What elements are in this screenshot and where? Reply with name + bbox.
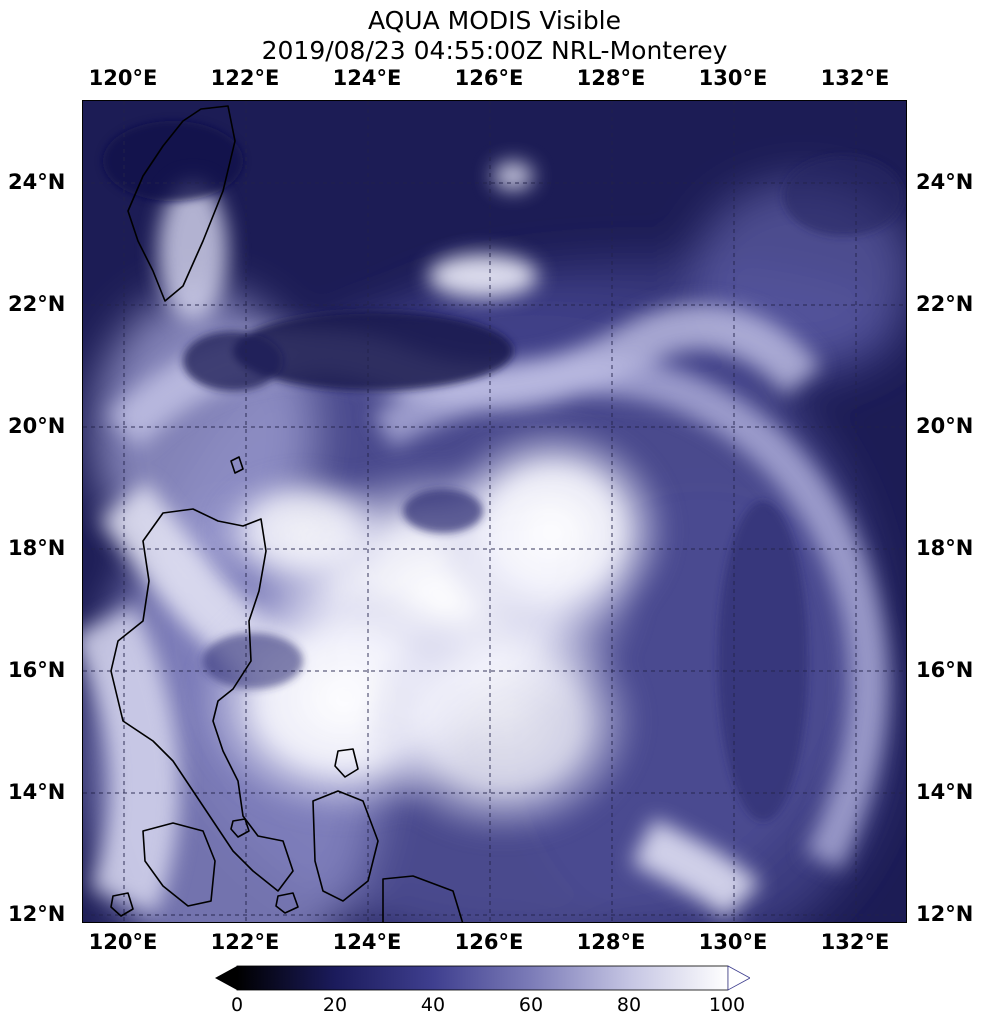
colorbar bbox=[215, 965, 750, 991]
satellite-image bbox=[83, 101, 906, 922]
luzon-coastline bbox=[110, 508, 294, 892]
gridlines bbox=[83, 101, 906, 922]
lat-label-left: 16°N bbox=[8, 658, 66, 682]
lat-label-right: 16°N bbox=[916, 658, 974, 682]
colorbar-extend-min bbox=[215, 966, 237, 990]
lon-label-top: 124°E bbox=[332, 66, 402, 90]
coastlines bbox=[110, 105, 464, 922]
lat-label-left: 12°N bbox=[8, 902, 66, 926]
lon-label-top: 130°E bbox=[698, 66, 768, 90]
colorbar-gradient bbox=[236, 965, 729, 991]
lon-label-bottom: 128°E bbox=[576, 930, 646, 954]
lon-label-top: 132°E bbox=[820, 66, 890, 90]
taiwan-coastline bbox=[127, 105, 236, 302]
lat-label-right: 20°N bbox=[916, 414, 974, 438]
lat-label-left: 22°N bbox=[8, 292, 66, 316]
lat-label-right: 12°N bbox=[916, 902, 974, 926]
lon-label-top: 128°E bbox=[576, 66, 646, 90]
lat-label-left: 20°N bbox=[8, 414, 66, 438]
lon-label-bottom: 132°E bbox=[820, 930, 890, 954]
colorbar-tick-label: 40 bbox=[420, 994, 446, 1016]
island-coastline bbox=[110, 892, 134, 917]
lat-label-right: 14°N bbox=[916, 780, 974, 804]
map-subtitle: 2019/08/23 04:55:00Z NRL-Monterey bbox=[261, 36, 728, 65]
map-title: AQUA MODIS Visible bbox=[367, 6, 622, 35]
lat-label-right: 22°N bbox=[916, 292, 974, 316]
clear-pockets bbox=[103, 121, 903, 821]
colorbar-tick-label: 0 bbox=[230, 994, 244, 1016]
lon-label-top: 120°E bbox=[88, 66, 158, 90]
colorbar-tick-label: 20 bbox=[322, 994, 348, 1016]
island-coastline bbox=[382, 875, 464, 922]
lon-label-bottom: 130°E bbox=[698, 930, 768, 954]
catanduanes-coastline bbox=[334, 748, 359, 778]
lon-label-top: 122°E bbox=[210, 66, 280, 90]
island-coastline bbox=[230, 456, 244, 474]
lon-label-bottom: 122°E bbox=[210, 930, 280, 954]
colorbar-tick-label: 100 bbox=[708, 994, 746, 1016]
colorbar-tick-label: 80 bbox=[616, 994, 642, 1016]
island-coastline bbox=[230, 818, 250, 838]
island-coastline bbox=[275, 892, 299, 914]
lat-label-right: 18°N bbox=[916, 536, 974, 560]
samar-coastline bbox=[312, 790, 379, 902]
lat-label-left: 24°N bbox=[8, 170, 66, 194]
lat-label-left: 18°N bbox=[8, 536, 66, 560]
typhoon-core bbox=[193, 421, 673, 841]
lon-label-bottom: 124°E bbox=[332, 930, 402, 954]
colorbar-extend-max bbox=[727, 965, 750, 991]
colorbar-tick-label: 60 bbox=[518, 994, 544, 1016]
mindoro-coastline bbox=[142, 822, 216, 907]
lat-label-left: 14°N bbox=[8, 780, 66, 804]
lon-label-bottom: 126°E bbox=[454, 930, 524, 954]
lon-label-bottom: 120°E bbox=[88, 930, 158, 954]
satellite-image-panel bbox=[82, 100, 907, 923]
lon-label-top: 126°E bbox=[454, 66, 524, 90]
lat-label-right: 24°N bbox=[916, 170, 974, 194]
